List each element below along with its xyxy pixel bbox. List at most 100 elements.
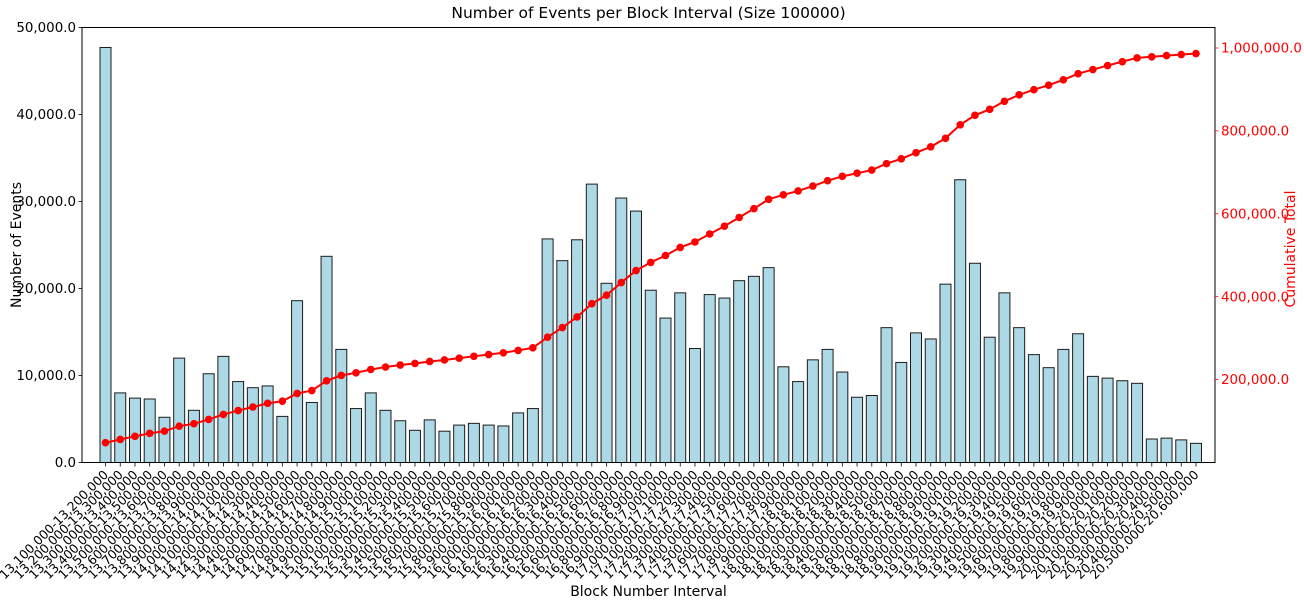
chart-bar [777,366,790,463]
chart-bar [1116,380,1129,463]
cumulative-point [322,376,331,385]
chart-bar [1190,442,1202,463]
cumulative-point [425,357,434,366]
cumulative-point [1147,52,1156,61]
chart-bar [630,210,643,463]
cumulative-point [263,399,272,408]
y-tick-label-right: 800,000.0 [1221,125,1289,140]
chart-bar [895,361,908,464]
cumulative-point [1059,76,1068,84]
cumulative-point [794,187,802,195]
cumulative-point [720,222,729,230]
cumulative-point [484,350,493,359]
cumulative-point [1162,51,1171,60]
chart-bar [173,357,186,464]
chart-title: Number of Events per Block Interval (Siz… [451,4,846,22]
chart-bar [320,255,333,463]
cumulative-point [366,365,375,374]
x-axis-label: Block Number Interval [570,584,727,600]
cumulative-point [1030,85,1038,94]
cumulative-point [956,121,965,129]
cumulative-point [691,238,699,246]
cumulative-point [823,176,832,185]
y-tick-label-right: 1,000,000.0 [1221,42,1302,57]
chart-bar [556,260,569,463]
cumulative-point [1103,61,1112,70]
chart-bar [968,262,981,463]
y-tick-label-right: 400,000.0 [1221,290,1289,305]
chart-bar [1101,377,1114,463]
chart-bar [364,392,377,463]
cumulative-point [308,386,316,395]
cumulative-point [131,432,139,441]
chart-bar [983,336,996,463]
chart-bar [512,412,525,464]
chart-bar [600,282,613,463]
cumulative-point [175,422,183,430]
y-tick-label-left: 0.0 [55,456,76,471]
cumulative-point [676,243,685,252]
cumulative-point [941,134,950,143]
cumulative-point [499,348,508,357]
chart-bar [232,381,245,463]
cumulative-point [529,344,537,352]
chart-bar [1057,348,1070,463]
cumulative-point [1089,65,1097,74]
cumulative-point [971,111,979,120]
cumulative-point [543,333,552,342]
cumulative-point [455,354,463,362]
chart-bar [585,183,598,463]
cumulative-point [853,169,861,178]
chart-bar [1131,382,1144,463]
chart-bar [158,416,171,464]
cumulative-point [602,291,611,299]
cumulative-point [352,369,360,377]
y-axis-label-right: Cumulative Total [1283,190,1299,308]
chart-bar [954,179,967,463]
cumulative-point [838,172,847,181]
cumulative-point [101,438,110,447]
chart-bar [276,415,289,464]
chart-bar [1042,367,1055,464]
chart-bar [246,387,259,463]
cumulative-point [1074,69,1082,78]
chart-bar [482,424,495,463]
y-tick-label-left: 50,000.0 [16,21,76,36]
chart-bar [733,280,746,464]
y-tick-label-left: 40,000.0 [16,108,76,123]
chart-bar [659,317,672,463]
chart-bar [291,300,304,463]
cumulative-point [617,278,626,287]
chart-bar [865,395,878,464]
cumulative-point [204,415,213,424]
chart-bar [688,348,701,463]
cumulative-point [249,403,257,411]
cumulative-point [440,356,449,364]
cumulative-point [337,371,346,380]
chart-bar [762,267,775,463]
chart-bar [541,238,554,463]
chart-bar [526,408,539,463]
cumulative-point [735,213,743,222]
cumulative-point [278,397,287,405]
cumulative-point [396,361,405,369]
chart-bar [453,424,466,463]
cumulative-point [234,406,242,415]
plot-frame [81,27,1216,463]
cumulative-point [145,429,154,438]
cumulative-point [897,155,906,163]
chart-bar [261,385,274,463]
y-tick-label-right: 600,000.0 [1221,207,1289,222]
y-tick-label-right: 200,000.0 [1221,373,1289,388]
cumulative-point [882,159,891,168]
chart-bar [939,283,952,463]
chart-bar [806,359,819,463]
chart-bar [497,425,510,463]
chart-bar [99,47,112,463]
cumulative-point [470,352,478,361]
chart-bar [718,297,731,463]
chart-bar [350,408,363,463]
cumulative-point [1177,50,1186,59]
chart-bar [1027,354,1040,463]
y-tick-label-left: 20,000.0 [16,282,76,297]
